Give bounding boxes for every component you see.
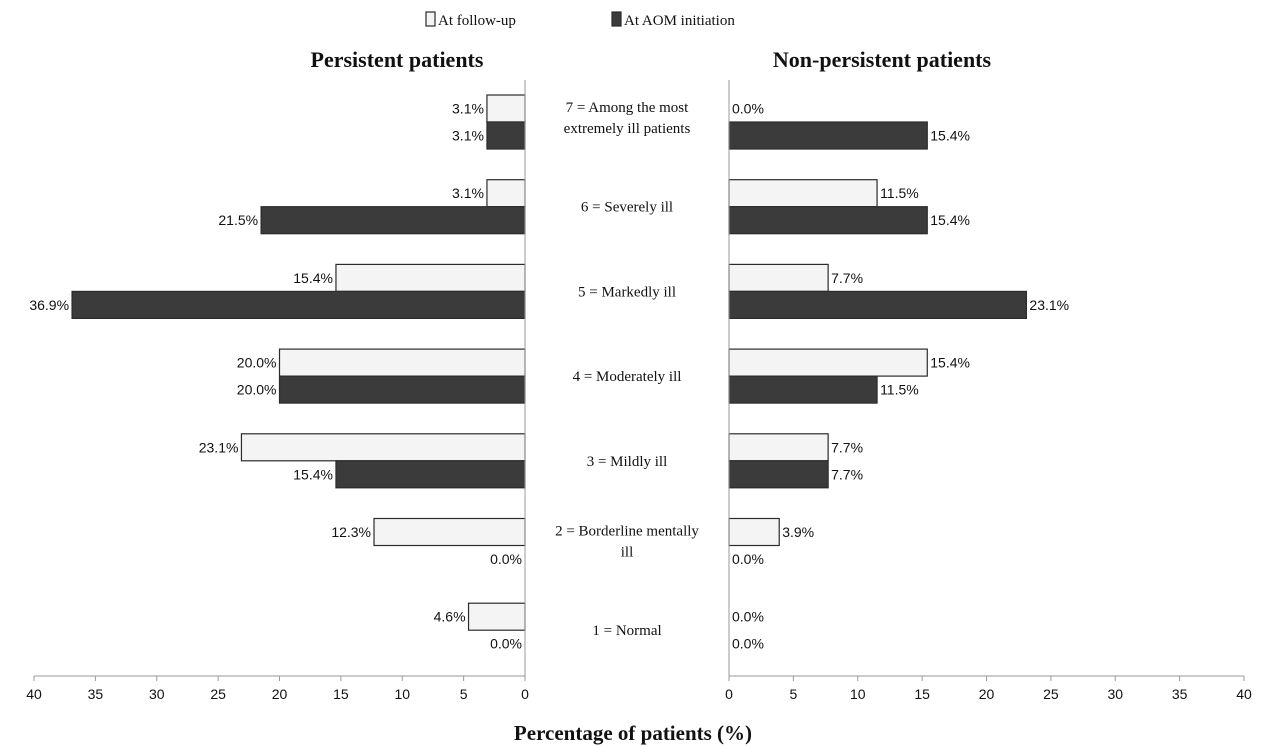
- data-label-persistent-aom-initiation-cat-2: 0.0%: [490, 551, 522, 567]
- bar-non-persistent-aom-initiation-cat-3: [728, 460, 829, 489]
- data-label-non-persistent-follow-up-cat-6: 11.5%: [880, 185, 919, 201]
- category-label-3: 3 = Mildly ill: [587, 454, 668, 470]
- x-tick-label-persistent-0: 0: [521, 686, 529, 702]
- x-tick-label-non-persistent-0: 0: [725, 686, 733, 702]
- data-label-non-persistent-aom-initiation-cat-7: 15.4%: [930, 128, 970, 144]
- x-tick-label-persistent-15: 15: [333, 686, 349, 702]
- x-tick-label-non-persistent-35: 35: [1172, 686, 1188, 702]
- legend-swatch-aom-initiation: [611, 11, 622, 27]
- data-label-non-persistent-follow-up-cat-5: 7.7%: [831, 270, 863, 286]
- x-tick-label-persistent-10: 10: [394, 686, 410, 702]
- x-tick-label-persistent-25: 25: [210, 686, 226, 702]
- data-label-non-persistent-aom-initiation-cat-3: 7.7%: [831, 466, 863, 482]
- bar-persistent-follow-up-cat-3: [240, 433, 526, 462]
- category-label-7-line-2: extremely ill patients: [564, 121, 691, 137]
- x-tick-label-persistent-5: 5: [460, 686, 468, 702]
- bars: [71, 94, 1028, 631]
- data-label-persistent-aom-initiation-cat-5: 36.9%: [29, 297, 69, 313]
- bar-non-persistent-follow-up-cat-6: [728, 179, 878, 208]
- x-tick-label-non-persistent-10: 10: [850, 686, 866, 702]
- panel-titles: Persistent patients Non-persistent patien…: [311, 47, 992, 72]
- bar-non-persistent-aom-initiation-cat-4: [728, 375, 878, 404]
- category-label-5: 5 = Markedly ill: [578, 284, 676, 300]
- data-label-persistent-aom-initiation-cat-1: 0.0%: [490, 636, 522, 652]
- data-label-persistent-aom-initiation-cat-6: 21.5%: [218, 212, 258, 228]
- legend-swatch-follow-up: [425, 11, 436, 27]
- x-tick-label-persistent-40: 40: [26, 686, 42, 702]
- data-label-non-persistent-aom-initiation-cat-6: 15.4%: [930, 212, 970, 228]
- bar-persistent-aom-initiation-cat-5: [71, 290, 526, 319]
- x-axis-label: Percentage of patients (%): [514, 721, 752, 745]
- category-labels: 7 = Among the most extremely ill patients…: [555, 100, 699, 639]
- category-label-2-line-2: ill: [621, 545, 634, 561]
- bar-persistent-aom-initiation-cat-4: [278, 375, 526, 404]
- x-axes: 0 0 5 5 10 10 15 15 20 20 25 25 30 30 35 35 40 40: [26, 80, 1252, 702]
- bar-persistent-follow-up-cat-7: [486, 94, 526, 123]
- x-tick-label-non-persistent-40: 40: [1236, 686, 1252, 702]
- bar-non-persistent-follow-up-cat-3: [728, 433, 829, 462]
- bar-persistent-aom-initiation-cat-7: [486, 121, 526, 150]
- data-label-persistent-aom-initiation-cat-7: 3.1%: [452, 128, 484, 144]
- data-label-persistent-aom-initiation-cat-4: 20.0%: [237, 382, 277, 398]
- data-label-persistent-follow-up-cat-6: 3.1%: [452, 185, 484, 201]
- bar-persistent-follow-up-cat-1: [467, 602, 526, 631]
- data-label-non-persistent-aom-initiation-cat-4: 11.5%: [880, 382, 919, 398]
- data-label-persistent-follow-up-cat-7: 3.1%: [452, 101, 484, 117]
- data-label-non-persistent-aom-initiation-cat-5: 23.1%: [1029, 297, 1069, 313]
- panel-title-persistent: Persistent patients: [311, 47, 484, 72]
- data-label-non-persistent-follow-up-cat-1: 0.0%: [732, 609, 764, 625]
- legend-label-aom-initiation: At AOM initiation: [624, 13, 735, 29]
- data-label-non-persistent-follow-up-cat-4: 15.4%: [930, 355, 970, 371]
- bar-persistent-follow-up-cat-6: [486, 179, 526, 208]
- bar-persistent-follow-up-cat-4: [278, 348, 526, 377]
- bar-non-persistent-aom-initiation-cat-5: [728, 290, 1028, 319]
- bar-persistent-aom-initiation-cat-3: [335, 460, 526, 489]
- x-tick-label-non-persistent-5: 5: [789, 686, 797, 702]
- bar-persistent-aom-initiation-cat-6: [260, 206, 526, 235]
- x-tick-label-non-persistent-20: 20: [979, 686, 995, 702]
- x-tick-label-non-persistent-25: 25: [1043, 686, 1059, 702]
- data-label-persistent-follow-up-cat-4: 20.0%: [237, 355, 277, 371]
- data-label-non-persistent-aom-initiation-cat-2: 0.0%: [732, 551, 764, 567]
- bar-non-persistent-follow-up-cat-4: [728, 348, 928, 377]
- x-tick-label-non-persistent-30: 30: [1107, 686, 1123, 702]
- bar-non-persistent-aom-initiation-cat-7: [728, 121, 928, 150]
- legend-label-follow-up: At follow-up: [438, 13, 516, 29]
- x-tick-label-non-persistent-15: 15: [914, 686, 930, 702]
- x-tick-label-persistent-20: 20: [272, 686, 288, 702]
- data-label-non-persistent-follow-up-cat-2: 3.9%: [782, 524, 814, 540]
- category-label-2-line-1: 2 = Borderline mentally: [555, 524, 699, 540]
- data-label-non-persistent-follow-up-cat-7: 0.0%: [732, 101, 764, 117]
- x-tick-label-persistent-30: 30: [149, 686, 165, 702]
- bar-non-persistent-follow-up-cat-5: [728, 263, 829, 292]
- bar-non-persistent-aom-initiation-cat-6: [728, 206, 928, 235]
- category-label-4: 4 = Moderately ill: [573, 369, 682, 385]
- data-label-non-persistent-follow-up-cat-3: 7.7%: [831, 439, 863, 455]
- data-labels: 3.1% 3.1% 15.4% 20.0% 23.1% 12.3% 4.6% 3.1% 21.5…: [29, 101, 1069, 652]
- category-label-1: 1 = Normal: [592, 623, 661, 639]
- category-label-6: 6 = Severely ill: [581, 200, 673, 216]
- bar-persistent-follow-up-cat-2: [373, 517, 526, 547]
- bar-persistent-follow-up-cat-5: [335, 263, 526, 292]
- category-label-7-line-1: 7 = Among the most: [566, 100, 689, 116]
- data-label-non-persistent-aom-initiation-cat-1: 0.0%: [732, 636, 764, 652]
- data-label-persistent-follow-up-cat-2: 12.3%: [331, 524, 371, 540]
- data-label-persistent-aom-initiation-cat-3: 15.4%: [293, 466, 333, 482]
- legend: At follow-up At AOM initiation: [425, 11, 735, 29]
- bar-non-persistent-follow-up-cat-2: [728, 517, 780, 547]
- panel-title-non-persistent: Non-persistent patients: [773, 47, 992, 72]
- data-label-persistent-follow-up-cat-1: 4.6%: [434, 609, 466, 625]
- data-label-persistent-follow-up-cat-3: 23.1%: [199, 439, 239, 455]
- x-tick-label-persistent-35: 35: [88, 686, 104, 702]
- data-label-persistent-follow-up-cat-5: 15.4%: [293, 270, 333, 286]
